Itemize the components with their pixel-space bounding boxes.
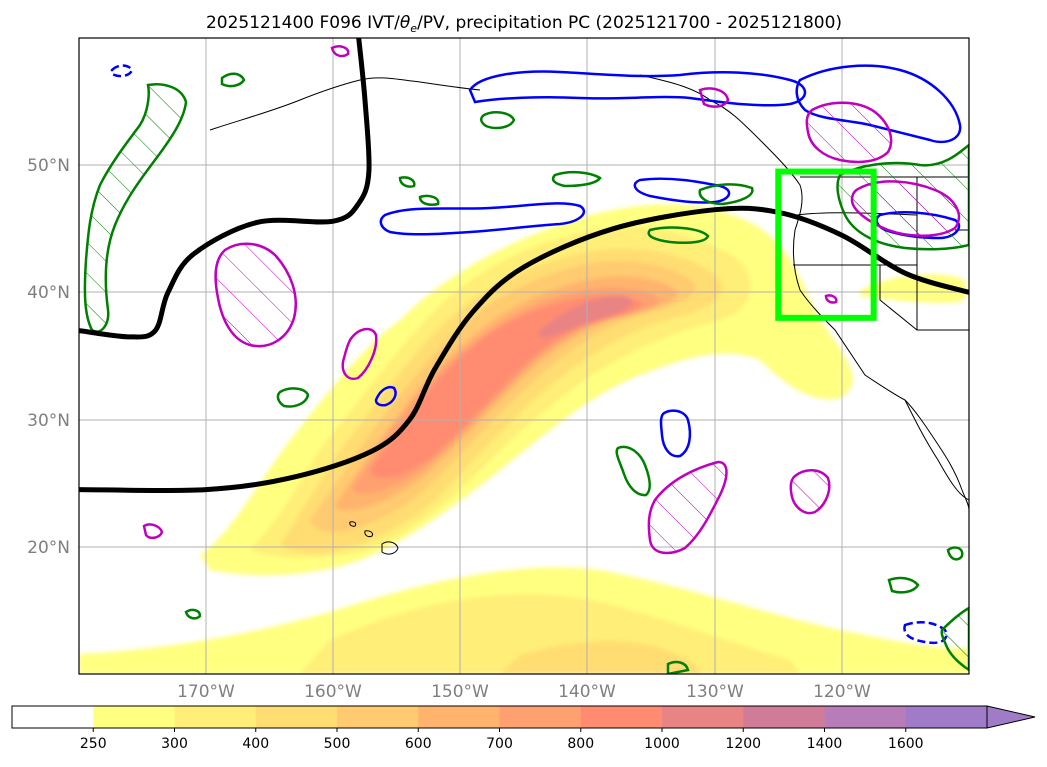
colorbar: 250 300 400 500 600 700 800 1000 1200 1400 1600 bbox=[11, 705, 1036, 752]
blue-contour-dashed-se bbox=[903, 621, 948, 645]
green-contour-west-hatched bbox=[83, 83, 188, 333]
colorbar-label-1600: 1600 bbox=[888, 736, 924, 752]
magenta-contour-hatched-south bbox=[647, 460, 728, 555]
green-contour-small-2 bbox=[276, 387, 310, 408]
green-contour-small-5 bbox=[698, 183, 754, 206]
lat-tick-labels: 50°N 40°N 30°N 20°N bbox=[27, 156, 70, 558]
lon-tick-labels: 170°W 160°W 150°W 140°W 130°W 120°W bbox=[177, 682, 871, 702]
lon-label-160: 160°W bbox=[304, 682, 362, 702]
target-region-box bbox=[775, 168, 877, 321]
colorbar-swatch-300 bbox=[174, 706, 257, 728]
green-contour-small-6 bbox=[480, 111, 516, 130]
green-contour-small-12 bbox=[666, 660, 690, 674]
ivt-south-band-400 bbox=[500, 640, 700, 674]
lon-label-130: 130°W bbox=[686, 682, 744, 702]
blue-contour-midpac bbox=[379, 202, 586, 236]
colorbar-label-400: 400 bbox=[242, 736, 269, 752]
ivt-shading bbox=[79, 204, 969, 674]
colorbar-label-1400: 1400 bbox=[807, 736, 843, 752]
coast-north-america bbox=[639, 74, 969, 511]
blue-contour-river-edge bbox=[374, 385, 397, 407]
colorbar-swatch-500 bbox=[337, 706, 419, 728]
magenta-contour-small-mid bbox=[341, 327, 378, 381]
magenta-contour-hatched-inland bbox=[850, 180, 961, 238]
blue-contour-pnw bbox=[795, 64, 962, 144]
magenta-contour-small-1 bbox=[142, 523, 164, 540]
colorbar-label-800: 800 bbox=[567, 736, 594, 752]
map-panel bbox=[78, 37, 970, 675]
colorbar-extend-arrow bbox=[986, 705, 1036, 729]
green-contour-small-9 bbox=[398, 176, 416, 188]
blue-contour-eastpac bbox=[633, 177, 731, 204]
colorbar-label-250: 250 bbox=[80, 736, 107, 752]
coast-alaska bbox=[209, 77, 481, 131]
magenta-contour-small-4 bbox=[824, 294, 838, 304]
lat-label-20: 20°N bbox=[27, 538, 70, 558]
colorbar-swatch-600 bbox=[418, 706, 500, 728]
ivt-river-1000 bbox=[537, 295, 633, 338]
magenta-contour-hatched-pnw bbox=[805, 101, 893, 164]
colorbar-swatch-1200 bbox=[743, 706, 825, 728]
magenta-contour-hatched-se bbox=[789, 469, 831, 515]
colorbar-swatch-1400 bbox=[824, 706, 907, 728]
colorbar-label-1000: 1000 bbox=[644, 736, 680, 752]
colorbar-swatch-under bbox=[12, 706, 94, 728]
lat-label-50: 50°N bbox=[27, 156, 70, 176]
hawaii-1 bbox=[381, 541, 399, 555]
state-border-ca-nv bbox=[879, 265, 918, 331]
blue-contour-south-small bbox=[659, 409, 692, 458]
blue-contour-dashed-nw bbox=[110, 64, 134, 78]
lon-label-170: 170°W bbox=[177, 682, 235, 702]
green-contour-small-11 bbox=[184, 608, 202, 620]
colorbar-swatch-250 bbox=[93, 706, 175, 728]
colorbar-label-700: 700 bbox=[486, 736, 513, 752]
colorbar-label-300: 300 bbox=[161, 736, 188, 752]
hawaii-3 bbox=[349, 521, 357, 527]
green-contour-small-3 bbox=[887, 576, 920, 594]
colorbar-tick-labels: 250 300 400 500 600 700 800 1000 1200 1400 1600 bbox=[80, 728, 924, 752]
coast-gulf-california bbox=[904, 399, 969, 501]
lon-label-150: 150°W bbox=[431, 682, 489, 702]
lon-label-140: 140°W bbox=[558, 682, 616, 702]
map-frame bbox=[78, 37, 970, 675]
colorbar-swatch-1000 bbox=[662, 706, 744, 728]
lat-label-30: 30°N bbox=[27, 411, 70, 431]
magenta-contour-hatched-nw bbox=[214, 242, 298, 348]
ivt-south-tail bbox=[79, 655, 200, 674]
colorbar-label-1200: 1200 bbox=[725, 736, 761, 752]
magenta-contour-small-3 bbox=[698, 87, 730, 108]
map-title: 2025121400 F096 IVT/θe/PV, precipitation… bbox=[206, 13, 842, 35]
hawaii-2 bbox=[364, 530, 373, 538]
lat-label-40: 40°N bbox=[27, 283, 70, 303]
ivt-east-lobe bbox=[860, 274, 967, 303]
colorbar-label-600: 600 bbox=[405, 736, 432, 752]
colorbar-swatch-400 bbox=[255, 706, 338, 728]
magenta-contour-small-2 bbox=[330, 45, 350, 58]
pv-contour-north bbox=[79, 38, 372, 340]
pv-contour-south bbox=[79, 205, 969, 494]
green-contour-se-hatched bbox=[940, 606, 969, 672]
magenta-contours bbox=[142, 45, 961, 555]
green-contour-small-8 bbox=[946, 546, 964, 561]
green-contour-ar-edge bbox=[647, 226, 710, 244]
colorbar-swatch-700 bbox=[499, 706, 582, 728]
green-contour-small-4 bbox=[551, 170, 602, 188]
blue-contour-gulf-alaska bbox=[468, 70, 807, 107]
ivt-river-800 bbox=[370, 295, 642, 478]
green-contour-small-10 bbox=[418, 194, 440, 206]
lon-label-120: 120°W bbox=[813, 682, 871, 702]
green-contour-small-1 bbox=[615, 445, 651, 497]
colorbar-label-500: 500 bbox=[324, 736, 351, 752]
colorbar-swatches bbox=[11, 705, 1036, 729]
colorbar-swatch-800 bbox=[580, 706, 663, 728]
green-contour-small-7 bbox=[220, 72, 246, 88]
colorbar-swatch-1600 bbox=[905, 706, 988, 728]
state-border-or-ca bbox=[793, 264, 969, 331]
